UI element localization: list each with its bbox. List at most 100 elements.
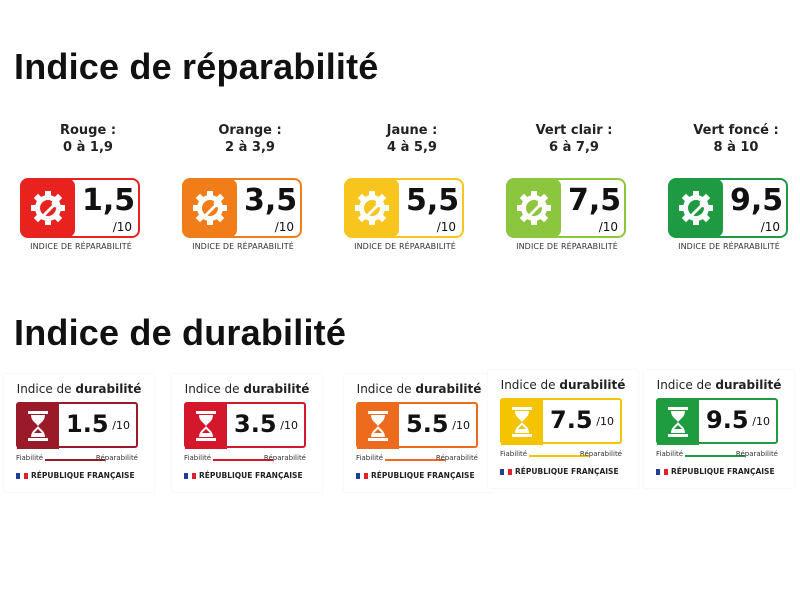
durability-title: Indice de durabilité — [14, 312, 347, 353]
hourglass-icon — [657, 399, 699, 445]
scale-line — [385, 459, 445, 461]
scale-line — [45, 459, 105, 461]
repairability-badge: 1,5 /10 — [20, 178, 140, 238]
heading-prefix: Indice de — [356, 382, 416, 396]
score: 5,5 — [406, 183, 460, 218]
score: 9.5 — [706, 406, 749, 434]
reparabilite-label: Réparabilité — [435, 454, 478, 462]
durability-row: Indice de durabilité 1.5 /10 Fiabilité R… — [0, 370, 800, 500]
republique-francaise: RÉPUBLIQUE FRANÇAISE — [656, 467, 775, 476]
caption-range: 0 à 1,9 — [63, 140, 113, 155]
gear-wrench-icon — [669, 179, 723, 237]
heading-bold: durabilité — [559, 378, 626, 392]
score-max: /10 — [452, 419, 470, 432]
repairability-badge: 7,5 /10 — [506, 178, 626, 238]
reparabilite-label: Réparabilité — [735, 450, 778, 458]
color-caption: Jaune : 4 à 5,9 — [342, 122, 482, 156]
reparabilite-label: Réparabilité — [263, 454, 306, 462]
durability-badge: Indice de durabilité 9.5 /10 Fiabilité R… — [644, 370, 794, 488]
caption-range: 8 à 10 — [713, 140, 759, 155]
repairability-item: Orange : 2 à 3,9 3,5 /10 INDICE DE RÉPAR… — [180, 122, 320, 251]
caption-name: Vert foncé : — [693, 123, 779, 138]
caption-name: Orange : — [218, 123, 282, 138]
republique-francaise: RÉPUBLIQUE FRANÇAISE — [184, 471, 303, 480]
durability-badge: Indice de durabilité 3.5 /10 Fiabilité R… — [172, 374, 322, 492]
caption-range: 2 à 3,9 — [225, 140, 275, 155]
score: 3,5 — [244, 183, 298, 218]
repairability-item: Vert foncé : 8 à 10 9,5 /10 INDICE DE RÉ… — [666, 122, 800, 251]
heading-prefix: Indice de — [656, 378, 716, 392]
color-caption: Rouge : 0 à 1,9 — [18, 122, 158, 156]
badge-label: INDICE DE RÉPARABILITÉ — [354, 242, 456, 251]
repairability-item: Vert clair : 6 à 7,9 7,5 /10 INDICE DE R… — [504, 122, 644, 251]
fiabilite-label: Fiabilité — [656, 450, 684, 458]
score: 1,5 — [82, 183, 136, 218]
gear-wrench-icon — [345, 179, 399, 237]
fiabilite-label: Fiabilité — [184, 454, 212, 462]
heading-bold: durabilité — [715, 378, 782, 392]
republic-label: RÉPUBLIQUE FRANÇAISE — [31, 471, 135, 480]
repairability-title: Indice de réparabilité — [14, 46, 379, 87]
durability-badge: Indice de durabilité 5.5 /10 Fiabilité R… — [344, 374, 494, 492]
hourglass-icon — [185, 403, 227, 449]
badge-label: INDICE DE RÉPARABILITÉ — [30, 242, 132, 251]
durability-badge: Indice de durabilité 7.5 /10 Fiabilité R… — [488, 370, 638, 488]
repairability-item: Rouge : 0 à 1,9 1,5 /10 INDICE DE RÉPARA… — [18, 122, 158, 251]
heading-prefix: Indice de — [184, 382, 244, 396]
score-max: /10 — [112, 419, 130, 432]
fiabilite-label: Fiabilité — [500, 450, 528, 458]
heading-prefix: Indice de — [16, 382, 76, 396]
repairability-row: Rouge : 0 à 1,9 1,5 /10 INDICE DE RÉPARA… — [0, 122, 800, 272]
republic-label: RÉPUBLIQUE FRANÇAISE — [671, 467, 775, 476]
badge-label: INDICE DE RÉPARABILITÉ — [192, 242, 294, 251]
republic-label: RÉPUBLIQUE FRANÇAISE — [199, 471, 303, 480]
durability-score-box: 3.5 /10 — [184, 402, 306, 449]
french-flag-icon — [16, 472, 28, 479]
heading-bold: durabilité — [243, 382, 310, 396]
score-max: /10 — [112, 220, 132, 234]
scale-line — [529, 455, 589, 457]
repairability-item: Jaune : 4 à 5,9 5,5 /10 INDICE DE RÉPARA… — [342, 122, 482, 251]
heading-bold: durabilité — [75, 382, 142, 396]
color-caption: Vert clair : 6 à 7,9 — [504, 122, 644, 156]
hourglass-icon — [501, 399, 543, 445]
durability-badge: Indice de durabilité 1.5 /10 Fiabilité R… — [4, 374, 154, 492]
durability-score-box: 9.5 /10 — [656, 398, 778, 445]
score-max: /10 — [280, 419, 298, 432]
score-max: /10 — [436, 220, 456, 234]
score-max: /10 — [752, 415, 770, 428]
republic-label: RÉPUBLIQUE FRANÇAISE — [515, 467, 619, 476]
durability-heading: Indice de durabilité — [644, 378, 794, 392]
caption-name: Jaune : — [386, 123, 438, 138]
durability-score-box: 1.5 /10 — [16, 402, 138, 449]
republique-francaise: RÉPUBLIQUE FRANÇAISE — [356, 471, 475, 480]
color-caption: Orange : 2 à 3,9 — [180, 122, 320, 156]
score-max: /10 — [598, 220, 618, 234]
score: 1.5 — [66, 410, 109, 438]
score: 5.5 — [406, 410, 449, 438]
durability-heading: Indice de durabilité — [488, 378, 638, 392]
heading-prefix: Indice de — [500, 378, 560, 392]
fiabilite-label: Fiabilité — [16, 454, 44, 462]
durability-score-box: 7.5 /10 — [500, 398, 622, 445]
republic-label: RÉPUBLIQUE FRANÇAISE — [371, 471, 475, 480]
score: 3.5 — [234, 410, 277, 438]
score-max: /10 — [596, 415, 614, 428]
caption-range: 6 à 7,9 — [549, 140, 599, 155]
caption-name: Rouge : — [59, 123, 117, 138]
french-flag-icon — [656, 468, 668, 475]
repairability-badge: 3,5 /10 — [182, 178, 302, 238]
color-caption: Vert foncé : 8 à 10 — [666, 122, 800, 156]
score: 7.5 — [550, 406, 593, 434]
french-flag-icon — [500, 468, 512, 475]
score-max: /10 — [274, 220, 294, 234]
durability-score-box: 5.5 /10 — [356, 402, 478, 449]
hourglass-icon — [357, 403, 399, 449]
gear-wrench-icon — [21, 179, 75, 237]
republique-francaise: RÉPUBLIQUE FRANÇAISE — [500, 467, 619, 476]
gear-wrench-icon — [183, 179, 237, 237]
scale-line — [213, 459, 273, 461]
republique-francaise: RÉPUBLIQUE FRANÇAISE — [16, 471, 135, 480]
badge-label: INDICE DE RÉPARABILITÉ — [516, 242, 618, 251]
badge-label: INDICE DE RÉPARABILITÉ — [678, 242, 780, 251]
